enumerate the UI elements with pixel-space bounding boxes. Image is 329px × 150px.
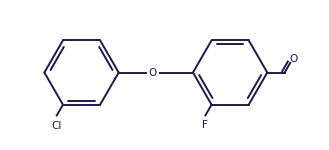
Text: F: F: [202, 120, 208, 130]
Text: Cl: Cl: [52, 121, 62, 131]
Text: O: O: [149, 68, 157, 78]
Text: O: O: [290, 54, 298, 64]
